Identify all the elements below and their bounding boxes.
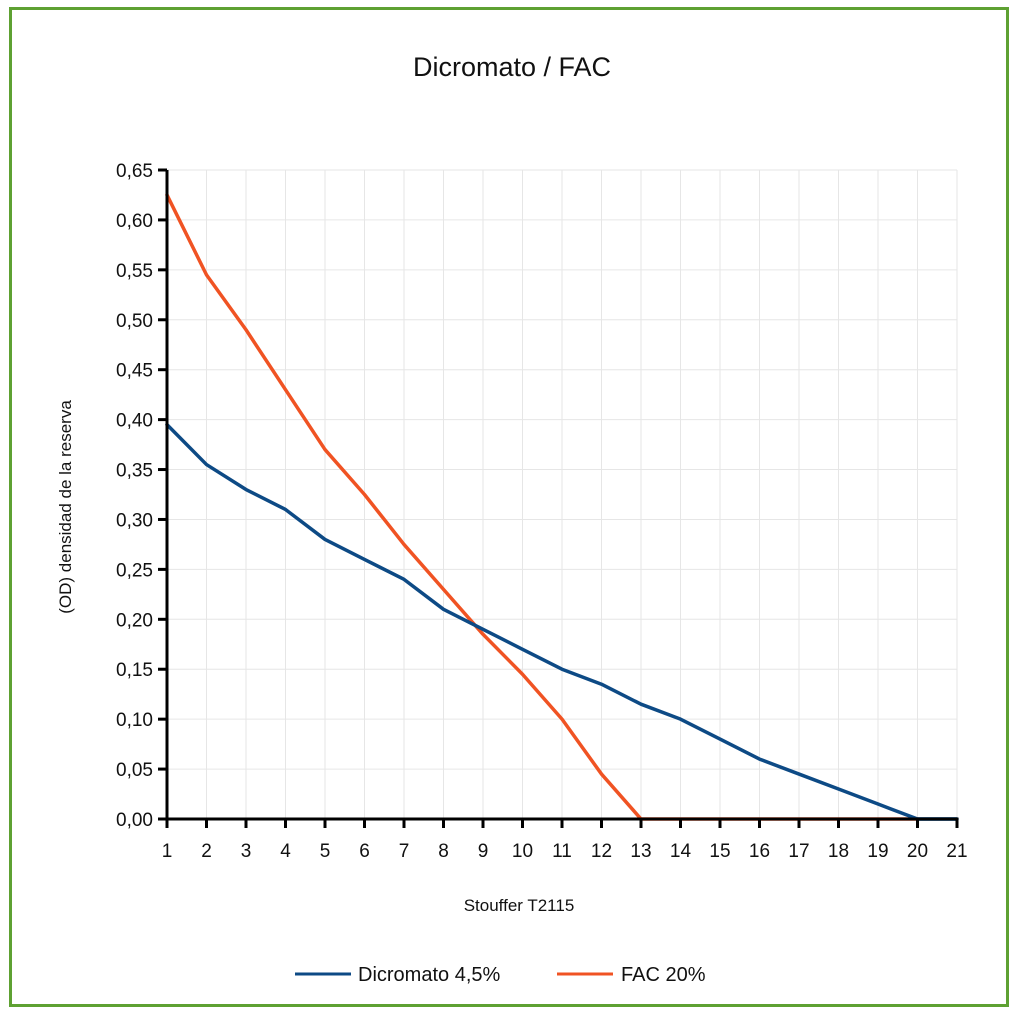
- x-tick-labels: 1 2 3 4 5 6 7 8 9 10 11 12 13 14 15 16 17 18 19 20 21: [162, 841, 968, 862]
- x-tick-label: 4: [280, 841, 291, 862]
- x-tick-label: 13: [630, 841, 651, 862]
- x-tick-label: 2: [201, 841, 212, 862]
- y-tick-label: 0,55: [116, 261, 153, 282]
- legend-label-1: FAC 20%: [621, 964, 706, 986]
- x-tick-label: 12: [591, 841, 612, 862]
- x-tick-label: 5: [320, 841, 331, 862]
- legend-label-0: Dicromato 4,5%: [358, 964, 500, 986]
- x-tick-label: 14: [670, 841, 692, 862]
- legend: Dicromato 4,5% FAC 20%: [295, 964, 706, 986]
- series-line-0: [165, 422, 959, 821]
- y-tick-labels: 0,00 0,05 0,10 0,15 0,20 0,25 0,30 0,35 0,40 0,45…: [116, 161, 153, 831]
- axes: [158, 168, 959, 828]
- x-axis-label: Stouffer T2115: [464, 896, 575, 915]
- x-tick-label: 9: [478, 841, 489, 862]
- x-tick-label: 15: [709, 841, 730, 862]
- y-tick-label: 0,65: [116, 161, 153, 182]
- x-tick-label: 16: [749, 841, 770, 862]
- x-tick-label: 17: [788, 841, 809, 862]
- chart-title: Dicromato / FAC: [413, 52, 611, 82]
- x-tick-label: 1: [162, 841, 173, 862]
- x-tick-label: 18: [828, 841, 849, 862]
- y-tick-label: 0,35: [116, 461, 153, 482]
- y-tick-label: 0,05: [116, 760, 153, 781]
- y-tick-label: 0,25: [116, 560, 153, 581]
- y-axis-label: (OD) densidad de la reserva: [56, 400, 75, 614]
- y-tick-label: 0,00: [116, 810, 153, 831]
- y-tick-label: 0,10: [116, 710, 153, 731]
- x-tick-label: 21: [946, 841, 967, 862]
- x-tick-label: 6: [359, 841, 370, 862]
- x-tick-label: 10: [512, 841, 533, 862]
- x-tick-label: 20: [907, 841, 928, 862]
- chart-frame: [9, 7, 1009, 1007]
- y-tick-label: 0,50: [116, 311, 153, 332]
- y-tick-label: 0,15: [116, 660, 153, 681]
- grid: [167, 169, 958, 819]
- y-tick-label: 0,45: [116, 361, 153, 382]
- y-tick-label: 0,20: [116, 610, 153, 631]
- x-tick-label: 8: [438, 841, 449, 862]
- y-tick-label: 0,40: [116, 411, 153, 432]
- y-tick-label: 0,30: [116, 510, 153, 531]
- y-tick-label: 0,60: [116, 211, 153, 232]
- x-tick-label: 19: [867, 841, 888, 862]
- x-tick-label: 11: [552, 841, 572, 862]
- x-tick-label: 3: [241, 841, 252, 862]
- x-tick-label: 7: [399, 841, 410, 862]
